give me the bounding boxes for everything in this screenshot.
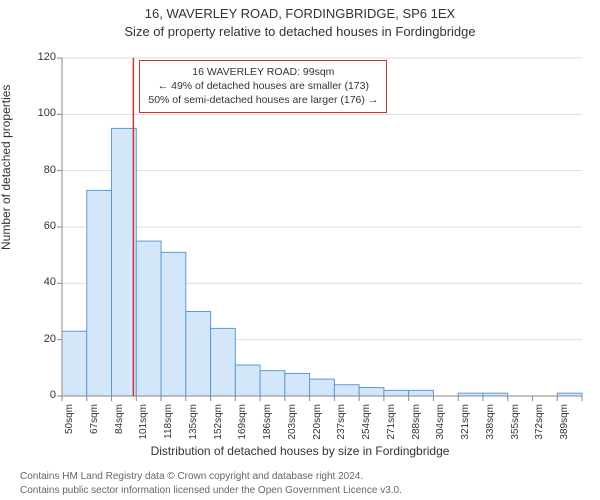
plot-area: 16 WAVERLEY ROAD: 99sqm ← 49% of detache… — [62, 48, 582, 396]
footer-line2: Contains public sector information licen… — [20, 485, 402, 496]
y-axis-label: Number of detached properties — [0, 85, 13, 250]
chart-container: 16, WAVERLEY ROAD, FORDINGBRIDGE, SP6 1E… — [0, 0, 600, 500]
annotation-line3: 50% of semi-detached houses are larger (… — [148, 93, 378, 107]
y-tick-label: 20 — [28, 333, 56, 345]
annotation-line2: ← 49% of detached houses are smaller (17… — [148, 79, 378, 93]
annotation-box: 16 WAVERLEY ROAD: 99sqm ← 49% of detache… — [139, 60, 387, 113]
chart-title-line2: Size of property relative to detached ho… — [0, 24, 600, 39]
footer-line1: Contains HM Land Registry data © Crown c… — [20, 471, 363, 482]
y-tick-label: 0 — [28, 389, 56, 401]
annotation-line1: 16 WAVERLEY ROAD: 99sqm — [148, 65, 378, 79]
y-tick-label: 80 — [28, 164, 56, 176]
y-tick-label: 100 — [28, 107, 56, 119]
x-axis-label: Distribution of detached houses by size … — [0, 444, 600, 458]
y-tick-label: 40 — [28, 276, 56, 288]
chart-title-line1: 16, WAVERLEY ROAD, FORDINGBRIDGE, SP6 1E… — [0, 6, 600, 21]
y-tick-label: 60 — [28, 220, 56, 232]
y-tick-label: 120 — [28, 51, 56, 63]
